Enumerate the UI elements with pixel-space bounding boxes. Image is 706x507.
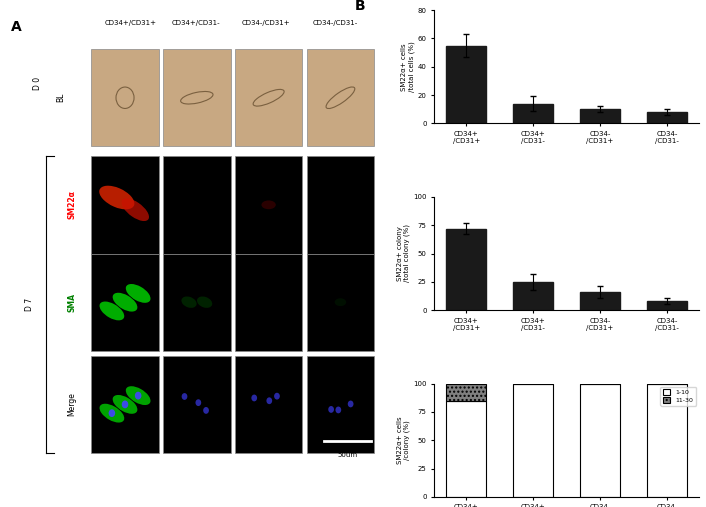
FancyBboxPatch shape bbox=[235, 49, 302, 147]
FancyBboxPatch shape bbox=[306, 254, 374, 351]
Bar bbox=[446, 229, 486, 310]
Ellipse shape bbox=[113, 395, 138, 414]
Ellipse shape bbox=[113, 293, 138, 312]
Legend: 1-10, 11-30: 1-10, 11-30 bbox=[660, 387, 696, 406]
Circle shape bbox=[348, 401, 354, 407]
Text: D 0: D 0 bbox=[33, 77, 42, 90]
Bar bbox=[647, 301, 687, 310]
Bar bbox=[513, 384, 554, 497]
FancyBboxPatch shape bbox=[91, 156, 159, 254]
Bar bbox=[446, 384, 486, 401]
Text: SM22α: SM22α bbox=[67, 191, 76, 219]
Text: SMA: SMA bbox=[67, 293, 76, 312]
Bar bbox=[446, 401, 486, 497]
Ellipse shape bbox=[126, 386, 150, 405]
FancyBboxPatch shape bbox=[163, 156, 231, 254]
FancyBboxPatch shape bbox=[235, 156, 302, 254]
Ellipse shape bbox=[100, 302, 124, 320]
FancyBboxPatch shape bbox=[163, 254, 231, 351]
Bar bbox=[580, 109, 620, 123]
Text: CD34-/CD31+: CD34-/CD31+ bbox=[241, 20, 290, 26]
FancyBboxPatch shape bbox=[306, 156, 374, 254]
Ellipse shape bbox=[121, 198, 149, 221]
Text: Merge: Merge bbox=[67, 392, 76, 416]
Bar bbox=[647, 384, 687, 497]
Text: 50um: 50um bbox=[337, 452, 357, 458]
Text: B: B bbox=[355, 0, 366, 13]
Bar bbox=[580, 292, 620, 310]
Circle shape bbox=[274, 393, 280, 400]
Ellipse shape bbox=[126, 284, 150, 303]
Ellipse shape bbox=[335, 298, 346, 306]
Circle shape bbox=[203, 407, 209, 414]
Y-axis label: SM22α+ colony
/total colony (%): SM22α+ colony /total colony (%) bbox=[397, 225, 410, 282]
Circle shape bbox=[266, 397, 272, 404]
Text: A: A bbox=[11, 20, 22, 34]
Circle shape bbox=[109, 409, 115, 417]
Bar bbox=[513, 282, 554, 310]
Bar bbox=[580, 384, 620, 497]
FancyBboxPatch shape bbox=[235, 356, 302, 453]
FancyBboxPatch shape bbox=[91, 356, 159, 453]
Bar bbox=[647, 112, 687, 123]
Y-axis label: SM22α+ cells
/colony (%): SM22α+ cells /colony (%) bbox=[397, 416, 410, 464]
Circle shape bbox=[121, 401, 128, 408]
Bar bbox=[513, 103, 554, 123]
FancyBboxPatch shape bbox=[91, 49, 159, 147]
Ellipse shape bbox=[181, 297, 197, 308]
Ellipse shape bbox=[100, 186, 134, 209]
Text: D 7: D 7 bbox=[25, 298, 34, 311]
Circle shape bbox=[181, 393, 187, 400]
FancyBboxPatch shape bbox=[163, 356, 231, 453]
Bar bbox=[446, 46, 486, 123]
Text: D: D bbox=[355, 372, 366, 386]
Text: CD34+/CD31-: CD34+/CD31- bbox=[172, 20, 220, 26]
Ellipse shape bbox=[100, 404, 124, 422]
Circle shape bbox=[251, 394, 257, 402]
FancyBboxPatch shape bbox=[306, 49, 374, 147]
FancyBboxPatch shape bbox=[91, 254, 159, 351]
FancyBboxPatch shape bbox=[306, 356, 374, 453]
Text: CD34-/CD31-: CD34-/CD31- bbox=[313, 20, 358, 26]
Text: C: C bbox=[355, 186, 365, 200]
Text: CD34+/CD31+: CD34+/CD31+ bbox=[104, 20, 156, 26]
Circle shape bbox=[335, 407, 341, 413]
Y-axis label: SM22α+ cells
/total cells (%): SM22α+ cells /total cells (%) bbox=[401, 42, 415, 92]
FancyBboxPatch shape bbox=[163, 49, 231, 147]
Ellipse shape bbox=[261, 200, 276, 209]
Text: BL: BL bbox=[56, 93, 65, 102]
Circle shape bbox=[328, 406, 334, 413]
Circle shape bbox=[196, 399, 201, 406]
Circle shape bbox=[135, 392, 141, 400]
Ellipse shape bbox=[197, 297, 213, 308]
FancyBboxPatch shape bbox=[235, 254, 302, 351]
